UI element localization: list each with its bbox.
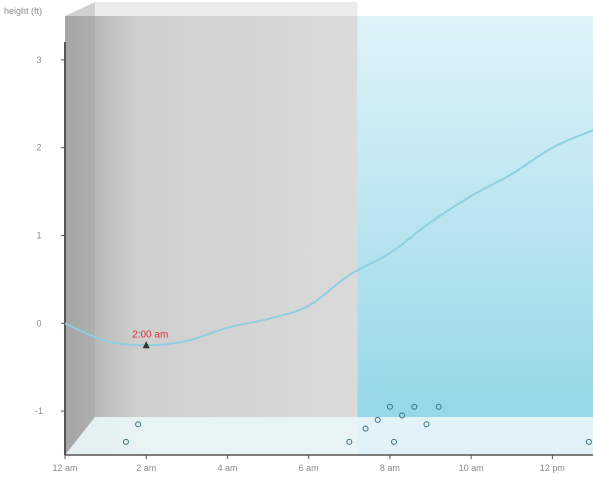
floor-marker-8 (423, 421, 430, 428)
annotation-label-0: 2:00 am (132, 329, 168, 340)
series-line-0 (64, 129, 593, 347)
x-tick-label-3: 6 am (299, 463, 319, 473)
shaded-region-0 (65, 16, 358, 455)
floor-marker-0 (122, 438, 129, 445)
y-axis-label: height (ft) (4, 6, 42, 16)
box-top-bevel (65, 2, 358, 16)
x-tick-label-5: 10 am (459, 463, 484, 473)
shaded-region-1 (357, 16, 593, 455)
x-tick-label-4: 8 am (380, 463, 400, 473)
y-tick-label-0: 3 (36, 55, 41, 65)
y-tick-label-1: 2 (36, 143, 41, 153)
floor-marker-4 (374, 416, 381, 423)
floor-marker-1 (135, 421, 142, 428)
floor-marker-6 (399, 412, 406, 419)
floor-marker-10 (390, 438, 397, 445)
floor-marker-5 (386, 403, 393, 410)
floor-marker-11 (585, 438, 592, 445)
x-tick-label-0: 12 am (52, 463, 77, 473)
y-tick-label-2: 1 (36, 231, 41, 241)
floor-marker-2 (346, 438, 353, 445)
x-tick-label-2: 4 am (217, 463, 237, 473)
x-tick-label-1: 2 am (136, 463, 156, 473)
y-tick-label-4: -1 (35, 406, 43, 416)
x-tick-label-6: 12 pm (540, 463, 565, 473)
floor-marker-3 (362, 425, 369, 432)
floor-marker-7 (411, 403, 418, 410)
box-left-wall (65, 2, 95, 455)
annotation-marker-0 (142, 341, 150, 349)
chart-floor (65, 417, 593, 455)
floor-marker-9 (435, 403, 442, 410)
y-tick-label-3: 0 (36, 318, 41, 328)
